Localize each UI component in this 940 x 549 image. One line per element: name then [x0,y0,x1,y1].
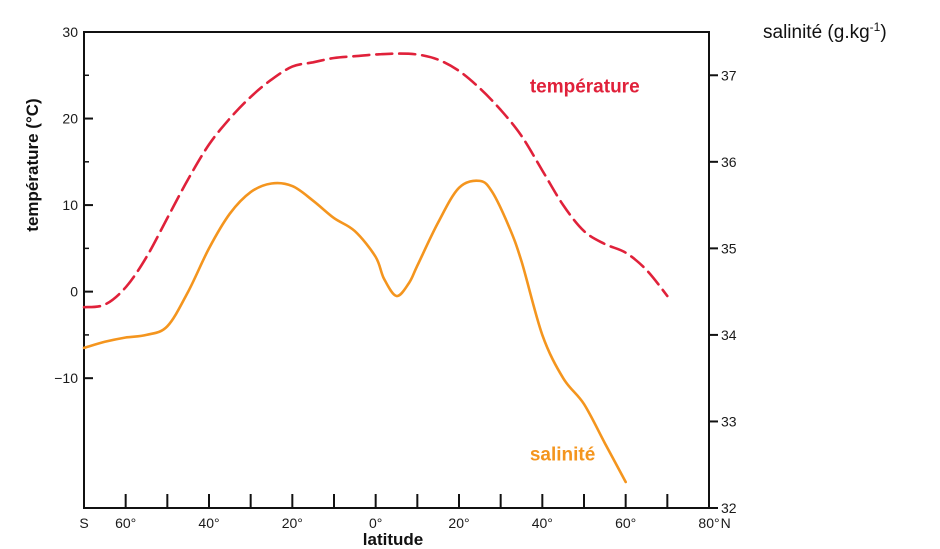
x-axis-title: latitude [363,530,423,549]
x-tick-label: 40° [532,515,553,531]
temperature-line [82,52,669,309]
y-left-tick-label: 20 [62,111,78,127]
y-right-tick-label: 37 [721,67,737,83]
y-axis-left-title: température (°C) [23,98,42,231]
x-tick-label: 20° [282,515,303,531]
plot-frame [83,31,710,509]
y-right-tick-label: 35 [721,240,737,256]
y-right-tick-label: 34 [721,327,737,343]
x-tick-label: 60° [615,515,636,531]
y-right-tick-label: 32 [721,500,737,516]
y-left-tick-label: −10 [54,370,78,386]
y-axis-right-title: salinité (g.kg-1) [763,20,887,43]
x-tick-label: S [79,515,88,531]
y-axis-right-title-exponent: -1 [870,20,881,34]
x-tick-label: 80° [698,515,719,531]
y-left-tick-label: 10 [62,197,78,213]
y-axis-right-title-main: salinité (g.kg [763,22,870,43]
x-tick-label: 40° [198,515,219,531]
salinity-line [82,179,627,484]
plot-area: S 60° 40° 20° 0° 20° 40° 60° 80° N 30 20 10 0 −10 37 36 3… [54,24,737,531]
x-tick-label: 60° [115,515,136,531]
salinity-series-label: salinité [530,444,595,465]
y-right-tick-label: 36 [721,154,737,170]
x-tick-label: 0° [369,515,382,531]
y-left-tick-label: 30 [62,24,78,40]
y-axis-right-title-close: ) [880,22,886,43]
x-tick-label: 20° [448,515,469,531]
y-left-tick-label: 0 [70,284,78,300]
y-right-tick-label: 33 [721,413,737,429]
temperature-series-label: température [530,77,640,98]
x-tick-label: N [721,515,731,531]
